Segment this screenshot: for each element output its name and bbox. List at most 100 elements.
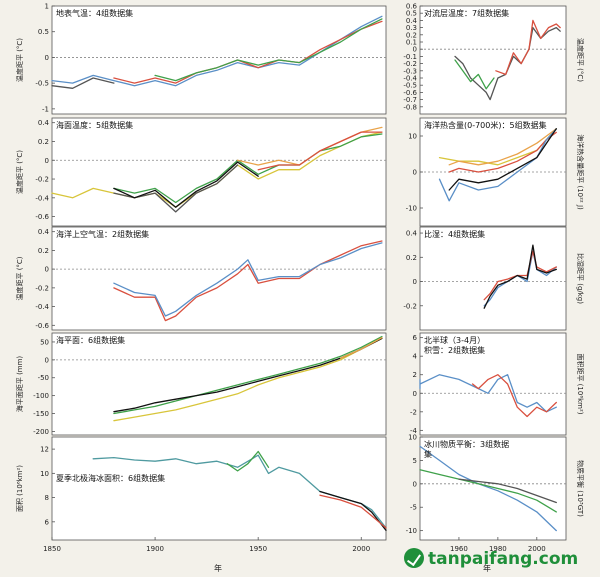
- sea-ice-title: 夏季北极海冰面积：6组数据集: [56, 473, 165, 483]
- humidity-ytick-label: 0.4: [406, 230, 418, 238]
- snow-ytick-label: 4: [413, 353, 418, 361]
- tropo-temp-ytick-label: -0.3: [403, 67, 417, 75]
- snow-ytick-label: 2: [413, 371, 417, 379]
- humidity-ytick-label: -0.2: [403, 302, 417, 310]
- glacier-series-blue: [419, 445, 557, 532]
- marine-air-ytick-label: 0.2: [38, 247, 49, 255]
- land-temp-series-blue: [51, 15, 383, 87]
- sea-ice-ylabel: 面积 (10⁶km²): [15, 465, 24, 512]
- humidity-series-blue: [483, 250, 557, 307]
- ohc-series-black: [448, 128, 557, 191]
- sst-panel: [51, 117, 387, 227]
- tropo-temp-title: 对流层温度：7组数据集: [424, 8, 509, 18]
- ohc-series-blue: [438, 128, 557, 202]
- humidity-series-black: [483, 244, 557, 309]
- sea-ice-xtick-label: 1950: [249, 545, 267, 553]
- marine-air-ytick-label: 0: [45, 266, 49, 274]
- snow-ytick-label: -2: [410, 408, 417, 416]
- tropo-temp-ytick-label: -0.2: [403, 60, 417, 68]
- x-axis-label-right: 年: [483, 563, 491, 573]
- sea-level-ytick-label: 50: [40, 338, 49, 346]
- snow-ytick-label: 0: [413, 390, 417, 398]
- marine-air-series-blue: [113, 242, 383, 317]
- tropo-temp-ytick-label: 0.4: [406, 17, 418, 25]
- snow-title: 北半球（3-4月）: [424, 335, 485, 345]
- snow-title: 积雪：2组数据集: [424, 345, 485, 355]
- humidity-ytick-label: 0.2: [406, 254, 417, 262]
- tropo-temp-ytick-label: 0.3: [406, 24, 417, 32]
- sst-series-red: [257, 131, 383, 171]
- glacier-xtick-label: 2000: [528, 545, 546, 553]
- humidity-panel: [419, 226, 567, 331]
- humidity-ytick-label: 0: [413, 278, 417, 286]
- sst-ytick-label: 0.4: [38, 119, 50, 127]
- tropo-temp-ytick-label: 0.5: [406, 10, 417, 18]
- sea-ice-ytick-label: 10: [40, 470, 49, 478]
- snow-ytick-label: 6: [413, 334, 418, 342]
- humidity-ylabel: 比湿距平 (g/kg): [576, 253, 585, 304]
- land-temp-series-red: [113, 20, 383, 84]
- ohc-ytick-label: 10: [408, 133, 417, 141]
- snow-panel: [419, 332, 567, 436]
- sea-ice-xtick-label: 2000: [352, 545, 370, 553]
- glacier-series-green: [419, 469, 557, 513]
- sea-level-title: 海平面：6组数据集: [56, 335, 125, 345]
- tropo-temp-series-green: [454, 59, 495, 90]
- tropo-temp-ytick-label: -0.5: [403, 82, 417, 90]
- tropo-temp-ytick-label: -0.1: [403, 53, 417, 61]
- sea-ice-ytick-label: 12: [40, 446, 49, 454]
- tropo-temp-series-red: [495, 19, 561, 76]
- tropo-temp-ytick-label: -0.7: [403, 96, 417, 104]
- sea-level-series-orange: [339, 337, 383, 359]
- sea-ice-series-black: [319, 490, 387, 531]
- marine-air-panel: [51, 226, 387, 331]
- snow-ylabel: 面积距平 (10⁶km²): [576, 353, 585, 414]
- sea-ice-ytick-label: 8: [45, 494, 49, 502]
- sea-ice-xtick-label: 1850: [43, 545, 61, 553]
- x-axis-label-left: 年: [214, 563, 222, 573]
- glacier-title: 集: [424, 449, 432, 459]
- sea-level-ytick-label: 0: [45, 356, 49, 364]
- marine-air-ytick-label: -0.2: [35, 284, 49, 292]
- sst-ytick-label: 0: [45, 157, 49, 165]
- glacier-title: 冰川物质平衡：3组数据: [424, 439, 509, 449]
- sst-ytick-label: -0.4: [35, 194, 49, 202]
- sea-ice-series-green: [226, 450, 270, 472]
- watermark-logo: [404, 548, 424, 568]
- snow-ytick-label: -4: [410, 427, 418, 435]
- land-temp-ytick-label: 0: [45, 54, 49, 62]
- sea-level-ytick-label: -50: [38, 374, 49, 382]
- sst-title: 海面温度：5组数据集: [56, 120, 133, 130]
- land-temp-panel: [51, 5, 387, 115]
- land-temp-ytick-label: -0.5: [35, 80, 49, 88]
- sea-level-series-black: [113, 337, 383, 413]
- tropo-temp-panel: [419, 5, 567, 115]
- glacier-ytick-label: 5: [413, 457, 417, 465]
- sea-ice-series-red: [319, 494, 387, 529]
- sst-series-black: [113, 161, 259, 208]
- humidity-series-red: [483, 250, 557, 301]
- glacier-ytick-label: -5: [410, 504, 417, 512]
- glacier-xtick-label: 1980: [489, 545, 507, 553]
- ohc-ylabel: 海洋热含量距平 (10²² J): [576, 134, 585, 210]
- tropo-temp-ytick-label: -0.4: [403, 75, 417, 83]
- sst-ytick-label: 0.2: [38, 138, 49, 146]
- marine-air-ytick-label: -0.4: [35, 303, 49, 311]
- snow-series-blue: [419, 374, 557, 413]
- sea-ice-ytick-label: 6: [45, 518, 50, 526]
- ohc-series-orange: [448, 128, 557, 166]
- marine-air-title: 海洋上空气温：2组数据集: [56, 229, 149, 239]
- sea-level-ytick-label: -150: [33, 410, 49, 418]
- humidity-title: 比湿：4组数据集: [424, 229, 485, 239]
- sea-level-ytick-label: -100: [33, 392, 49, 400]
- land-temp-ytick-label: 1: [45, 3, 49, 11]
- tropo-temp-ytick-label: -0.8: [403, 103, 417, 111]
- sea-level-panel: [51, 332, 387, 436]
- tropo-temp-ylabel: 温度距平 (°C): [576, 38, 585, 82]
- land-temp-ytick-label: -1: [42, 105, 49, 113]
- sst-ytick-label: -0.6: [35, 213, 49, 221]
- marine-air-ylabel: 温度距平 (°C): [15, 256, 24, 300]
- glacier-ylabel: 物质平衡 (10³GT): [576, 460, 585, 517]
- marine-air-ytick-label: 0.4: [38, 228, 50, 236]
